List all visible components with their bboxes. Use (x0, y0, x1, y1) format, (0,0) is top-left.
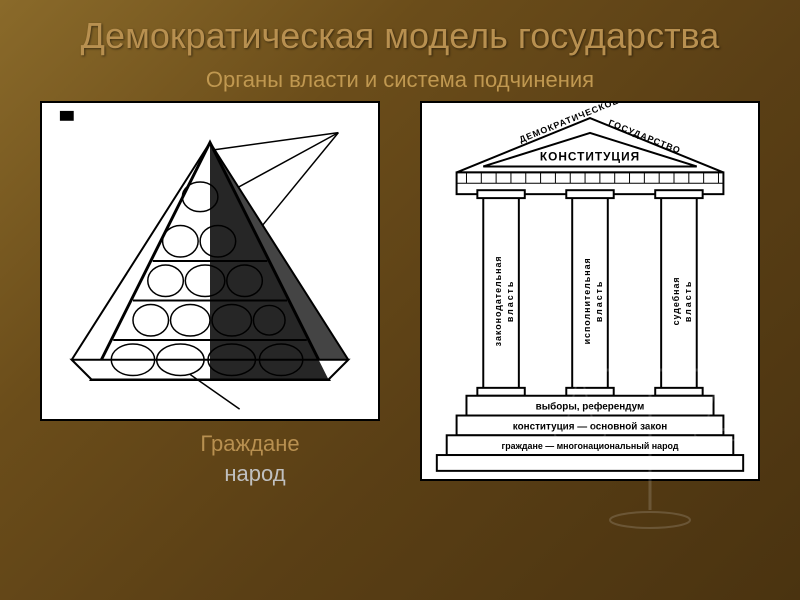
slide-subtitle: Органы власти и система подчинения (0, 67, 800, 93)
pediment-text: КОНСТИТУЦИЯ (540, 150, 640, 164)
column-1-bottom: власть (505, 280, 515, 323)
pyramid-panel (40, 101, 380, 421)
column-3-top: судебная (671, 276, 681, 325)
pyramid-labels: Граждане народ (40, 431, 380, 487)
pyramid-section: Граждане народ (40, 101, 380, 487)
column-3-bottom: власть (683, 280, 693, 323)
column-1-top: законодательная (493, 255, 503, 346)
label-citizens: Граждане (120, 431, 380, 457)
label-people: народ (130, 461, 380, 487)
slide-title: Демократическая модель государства (0, 0, 800, 67)
pyramid-diagram (42, 103, 378, 419)
scale-background-icon (540, 330, 760, 550)
column-2-bottom: власть (594, 280, 604, 323)
